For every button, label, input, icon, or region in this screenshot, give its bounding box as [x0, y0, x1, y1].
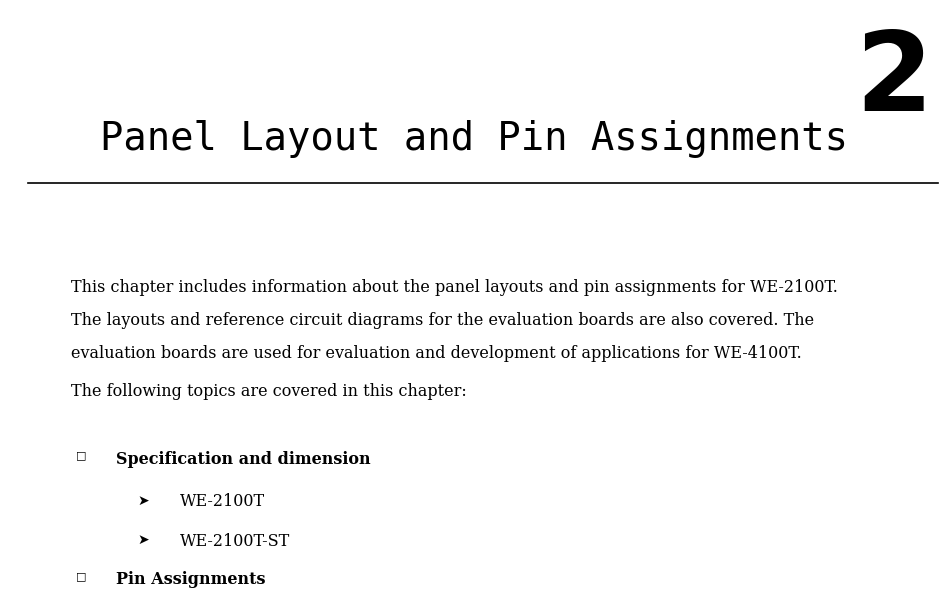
Text: WE-2100T-ST: WE-2100T-ST [180, 533, 290, 550]
Text: Panel Layout and Pin Assignments: Panel Layout and Pin Assignments [99, 120, 848, 158]
Text: The layouts and reference circuit diagrams for the evaluation boards are also co: The layouts and reference circuit diagra… [71, 312, 814, 329]
Text: ➤: ➤ [137, 493, 149, 508]
Text: evaluation boards are used for evaluation and development of applications for WE: evaluation boards are used for evaluatio… [71, 345, 802, 362]
Text: This chapter includes information about the panel layouts and pin assignments fo: This chapter includes information about … [71, 279, 838, 296]
Text: WE-2100T: WE-2100T [180, 493, 265, 511]
Text: □: □ [76, 451, 86, 461]
Text: 2: 2 [855, 27, 933, 134]
Text: □: □ [76, 571, 86, 581]
Text: ➤: ➤ [137, 533, 149, 547]
Text: Pin Assignments: Pin Assignments [116, 571, 266, 588]
Text: The following topics are covered in this chapter:: The following topics are covered in this… [71, 383, 467, 400]
Text: Specification and dimension: Specification and dimension [116, 451, 371, 467]
